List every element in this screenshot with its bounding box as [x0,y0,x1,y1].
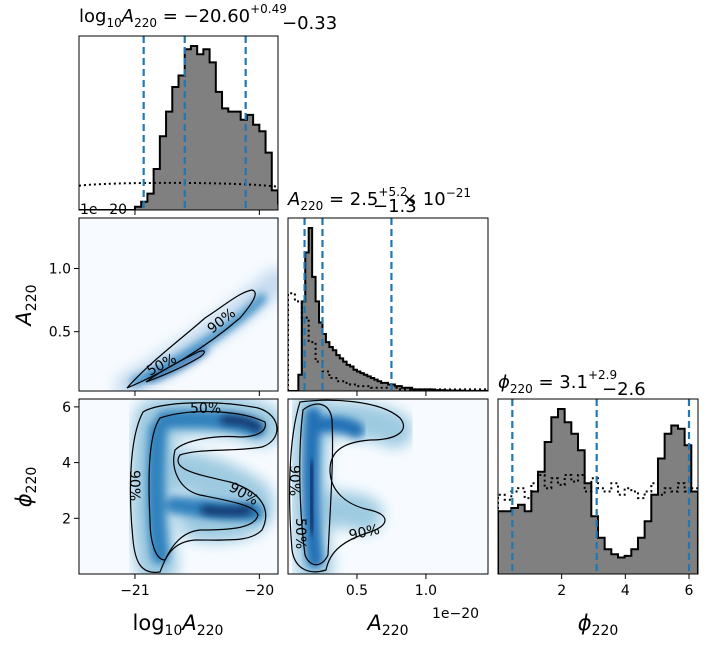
panel-frame [497,398,699,575]
posterior-hist-fill [498,409,698,574]
contour-label-50: 50% [292,518,308,549]
y-tick-label: 0.5 [49,325,71,341]
prior-hist-dotted [288,292,488,391]
xlabel-phi: ϕ220 [578,611,619,639]
x-tick-label: −20 [245,583,275,599]
contour-50 [299,403,334,566]
xlabel-A: A220 [365,611,408,639]
contour-label-90: 90% [348,522,382,544]
title-logA: log10A220 = −20.60+0.49 [79,2,287,30]
density-peak [147,347,208,382]
density-panel-phi-vs-logA: 50% 90% 90% [78,398,279,575]
x-tick-label: 0.5 [346,583,368,599]
hist-clip-group [79,36,278,210]
hist-clip-group [498,399,698,574]
prior-hist-dotted [79,181,278,188]
xlabel-logA: log10A220 [133,611,224,639]
axes-layer: −21 −20 0.5 1.0 2 4 6 0.5 1.0 2 4 6 [49,210,694,599]
y-tick-label: 6 [62,400,71,416]
x-tick-label: 4 [621,583,630,599]
offset-label-A: 1e−20 [432,606,479,622]
contour-90 [129,402,278,573]
ylabel-phi: ϕ220 [12,467,40,508]
title-A: A220 = 2.5+5.2 [287,185,408,213]
y-tick-label: 4 [62,456,71,472]
title-phi: ϕ220 = 3.1+2.9 [498,368,617,396]
panel-frame [287,398,489,575]
title-logA-lower: −0.33 [282,13,337,34]
posterior-hist-outline [288,227,488,391]
density-panel-phi-vs-A: 90% 50% 90% [286,398,489,575]
hist-panel-phi [497,398,699,575]
x-tick-label: −21 [120,583,150,599]
hist-panel-A [287,217,489,392]
offset-label-logA: 1e−20 [80,202,127,218]
prior-hist-dotted [498,474,698,574]
posterior-hist-outline [79,45,278,210]
panel-frame [287,217,489,392]
title-phi-lower: −2.6 [602,379,646,400]
contour-50 [148,411,266,561]
contour-90 [289,399,405,573]
ylabel-A: A220 [12,284,40,327]
density-panel-A-vs-logA: 50% 90% [78,217,279,392]
title-A-tail: × 10−21 [402,186,471,210]
contour-50 [145,350,205,383]
panel-frame [78,35,279,211]
y-tick-label: 1.0 [49,262,71,278]
density-peak [200,415,263,516]
y-tick-label: 2 [62,511,71,527]
posterior-hist-fill [79,46,278,210]
density-peak [306,460,318,535]
contour-90 [126,289,256,389]
density-core [130,293,267,387]
x-tick-label: 6 [685,583,694,599]
posterior-hist-fill [288,228,488,391]
hist-clip-group [288,218,488,391]
x-tick-label: 2 [557,583,566,599]
title-A-lower: −1.3 [373,196,417,217]
contour-label-50: 50% [190,401,221,417]
hist-panel-logA [78,35,279,211]
panel-frame [78,217,279,392]
contour-label-90-left: 90% [126,470,142,501]
x-tick-label: 1.0 [415,583,437,599]
contour-label-90-left: 90% [286,465,302,496]
panel-frame [78,398,279,575]
